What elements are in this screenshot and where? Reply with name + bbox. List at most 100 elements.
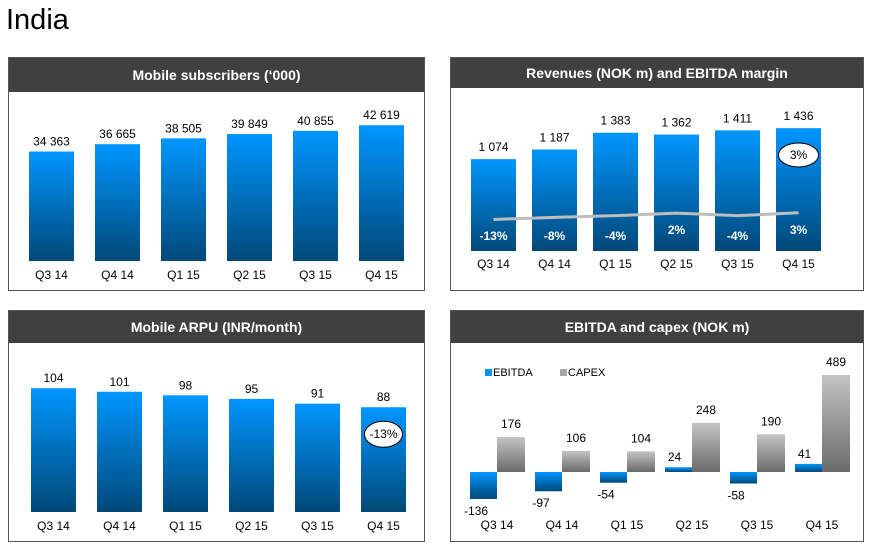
capex-label: 104 (631, 431, 651, 445)
panel-title: Mobile subscribers (‘000) (9, 58, 424, 92)
ebitda-bar (795, 463, 822, 472)
ebitda-bar (665, 467, 692, 472)
annotation-label: -13% (369, 427, 397, 441)
panel-title: Mobile ARPU (INR/month) (9, 311, 424, 343)
ebitda-bar (730, 472, 757, 484)
capex-label: 106 (566, 431, 586, 445)
capex-bar (562, 450, 590, 472)
capex-label: 489 (826, 355, 846, 369)
x-tick-label: Q4 14 (103, 519, 136, 533)
data-label: 1 074 (478, 140, 508, 154)
mobile-subscribers-chart: 34 363 Q3 14 36 665 Q4 14 38 505 Q1 15 39 849 Q… (29, 108, 404, 282)
x-tick-label: Q4 15 (365, 268, 398, 282)
data-label: 1 383 (600, 114, 630, 128)
x-tick-label: Q3 14 (477, 257, 510, 271)
ebitda-capex-chart: -136 176 Q3 14 -97 106 Q4 14 -54 104 Q1 15 24 248 Q… (464, 355, 850, 532)
ebitda-label: -58 (727, 489, 745, 503)
data-label: 1 411 (723, 111, 752, 125)
x-tick-label: Q2 15 (233, 268, 266, 282)
data-label: 1 187 (539, 130, 569, 144)
ebitda-capex-panel: EBITDA and capex (NOK m) -136 176 Q3 14 -97… (450, 310, 864, 542)
bar (293, 130, 338, 261)
ebitda-bar (470, 472, 497, 499)
x-tick-label: Q2 15 (660, 257, 693, 271)
x-tick-label: Q1 15 (611, 518, 644, 532)
data-label: 104 (43, 371, 63, 385)
x-tick-label: Q3 14 (481, 518, 514, 532)
ebitda-label: 41 (798, 447, 812, 461)
margin-label: 2% (668, 223, 686, 237)
ebitda-label: -136 (464, 504, 488, 518)
data-label: 1 362 (661, 116, 691, 130)
ebitda-bar (600, 472, 627, 483)
ebitda-label: -54 (597, 488, 615, 502)
panel-title: EBITDA and capex (NOK m) (451, 311, 863, 343)
legend-swatch-capex (560, 369, 567, 376)
data-label: 101 (109, 375, 129, 389)
capex-bar (757, 434, 785, 472)
x-tick-label: Q3 15 (299, 268, 332, 282)
data-label: 1 436 (783, 109, 813, 123)
x-tick-label: Q4 14 (101, 268, 134, 282)
mobile-arpu-chart: 104 Q3 14 101 Q4 14 98 Q1 15 95 Q2 15 91 Q3 15 88 Q… (31, 371, 406, 533)
bar (31, 388, 76, 512)
x-tick-label: Q3 14 (35, 268, 68, 282)
capex-bar (627, 451, 655, 472)
revenue-bar (593, 132, 638, 251)
ebitda-bar (535, 472, 562, 492)
data-label: 36 665 (99, 127, 136, 141)
margin-label: 3% (790, 223, 808, 237)
capex-bar (822, 375, 850, 472)
x-tick-label: Q3 14 (37, 519, 70, 533)
mobile-arpu-panel: Mobile ARPU (INR/month) 104 Q3 14 101 Q4 14… (8, 310, 425, 542)
margin-label: -4% (727, 229, 749, 243)
mobile-subscribers-panel: Mobile subscribers (‘000) 34 363 Q3 14 36 … (8, 57, 425, 291)
bar (295, 403, 340, 512)
revenue-bar (471, 159, 516, 251)
data-label: 88 (377, 390, 391, 404)
x-tick-label: Q1 15 (167, 268, 200, 282)
data-label: 42 619 (363, 108, 400, 122)
margin-label: -13% (479, 229, 507, 243)
bar (163, 395, 208, 512)
bar (161, 138, 206, 261)
capex-label: 190 (761, 414, 781, 428)
x-tick-label: Q4 15 (806, 518, 839, 532)
margin-label: -8% (544, 229, 566, 243)
legend-label-ebitda: EBITDA (493, 367, 533, 379)
capex-label: 176 (501, 417, 521, 431)
bar (229, 398, 274, 512)
annotation-bubble (364, 420, 403, 448)
margin-label: -4% (605, 229, 627, 243)
ebitda-margin-line (493, 211, 799, 221)
annotation-label: 3% (790, 148, 808, 162)
bar (227, 134, 272, 261)
legend-swatch-ebitda (485, 369, 492, 376)
ebitda-label: 24 (668, 450, 682, 464)
x-tick-label: Q1 15 (169, 519, 202, 533)
data-label: 34 363 (33, 135, 70, 149)
revenues-chart: 1 074 Q3 14 1 187 Q4 14 1 383 Q1 15 1 362 Q2 15… (471, 109, 821, 271)
bar (95, 144, 140, 261)
x-tick-label: Q3 15 (721, 257, 754, 271)
x-tick-label: Q4 15 (782, 257, 815, 271)
bar (29, 151, 74, 261)
capex-bar (497, 437, 525, 472)
x-tick-label: Q2 15 (235, 519, 268, 533)
bar (359, 125, 404, 261)
annotation-bubble (778, 142, 819, 168)
legend-label-capex: CAPEX (568, 367, 606, 379)
x-tick-label: Q4 15 (367, 519, 400, 533)
revenue-bar (715, 130, 760, 251)
revenue-bar (654, 134, 699, 251)
bar (97, 391, 142, 512)
data-label: 95 (245, 382, 259, 396)
x-tick-label: Q2 15 (676, 518, 709, 532)
revenue-bar (532, 149, 577, 251)
x-tick-label: Q4 14 (538, 257, 571, 271)
page-title: India (6, 4, 69, 36)
data-label: 98 (179, 378, 193, 392)
panel-title: Revenues (NOK m) and EBITDA margin (451, 58, 863, 88)
x-tick-label: Q3 15 (741, 518, 774, 532)
ebitda-label: -97 (532, 496, 550, 510)
